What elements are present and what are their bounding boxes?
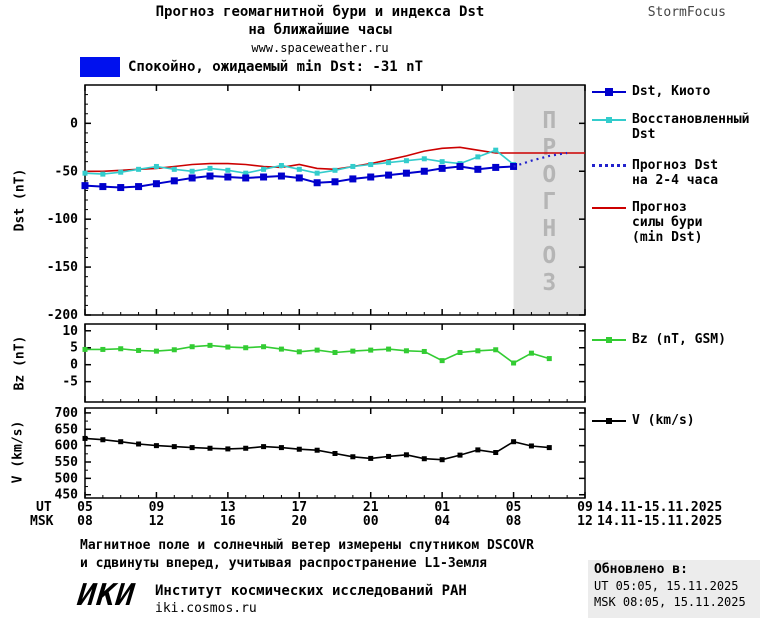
dst-axis-label: Dst (nT) bbox=[12, 168, 28, 232]
svg-text:Г: Г bbox=[542, 189, 556, 215]
svg-text:З: З bbox=[542, 270, 556, 296]
status-text: Спокойно, ожидаемый min Dst: -31 nT bbox=[128, 59, 424, 75]
restored-dst-swatch bbox=[592, 114, 626, 125]
legend-forecast-dst-label: Прогноз Dst на 2-4 часа bbox=[632, 158, 719, 188]
dst-kyoto-swatch bbox=[592, 86, 626, 97]
svg-text:600: 600 bbox=[55, 439, 79, 454]
bz-chart: 10 5 0 -5 bbox=[62, 323, 586, 403]
xaxis-tick: 12 bbox=[148, 514, 165, 529]
xaxis-tick: 05 bbox=[505, 500, 522, 515]
svg-text:П: П bbox=[542, 108, 556, 134]
svg-text:Н: Н bbox=[542, 216, 556, 242]
legend-forecast-storm: Прогноз силы бури (min Dst) bbox=[592, 200, 702, 245]
chart-legend: Dst, Киото Восстановленный Dst Прогноз D… bbox=[592, 80, 760, 500]
measurement-note: Магнитное поле и солнечный ветер измерен… bbox=[80, 538, 534, 571]
xaxis-tick: 04 bbox=[434, 514, 450, 529]
svg-text:О: О bbox=[542, 243, 556, 269]
xaxis-msk-row: MSK 14.11-15.11.2025 08 12 16 20 00 04 08 12 bbox=[0, 514, 760, 529]
ut-axis-label: UT bbox=[36, 500, 52, 515]
xaxis-tick: 21 bbox=[362, 500, 379, 515]
svg-text:-200: -200 bbox=[47, 308, 78, 320]
svg-text:5: 5 bbox=[70, 341, 78, 356]
iki-site-link[interactable]: iki.cosmos.ru bbox=[155, 601, 257, 616]
iki-logo: ИКИ bbox=[76, 578, 138, 613]
legend-restored-dst: Восстановленный Dst bbox=[592, 112, 749, 142]
svg-text:-150: -150 bbox=[47, 260, 78, 275]
updated-panel: Обновлено в: UT 05:05, 15.11.2025 MSK 08… bbox=[588, 560, 760, 618]
msk-date-range: 14.11-15.11.2025 bbox=[597, 514, 723, 529]
legend-dst-kyoto: Dst, Киото bbox=[592, 84, 710, 99]
svg-text:500: 500 bbox=[55, 471, 79, 486]
forecast-storm-swatch bbox=[592, 202, 626, 213]
bz-swatch bbox=[592, 334, 626, 345]
svg-text:-5: -5 bbox=[62, 375, 78, 390]
legend-bz: Bz (nT, GSM) bbox=[592, 332, 726, 347]
updated-ut: UT 05:05, 15.11.2025 bbox=[594, 579, 739, 593]
spaceweather-site-link[interactable]: www.spaceweather.ru bbox=[251, 41, 389, 55]
xaxis-tick: 17 bbox=[291, 500, 308, 515]
v-axis-label: V (km/s) bbox=[10, 420, 26, 484]
legend-forecast-storm-label: Прогноз силы бури (min Dst) bbox=[632, 200, 703, 245]
forecast-dst-swatch bbox=[592, 160, 626, 171]
xaxis-tick: 09 bbox=[577, 500, 593, 515]
legend-dst-kyoto-label: Dst, Киото bbox=[632, 84, 711, 99]
svg-text:0: 0 bbox=[70, 358, 78, 373]
svg-text:-100: -100 bbox=[47, 212, 78, 227]
legend-bz-label: Bz (nT, GSM) bbox=[632, 332, 726, 347]
xaxis-tick: 08 bbox=[505, 514, 522, 529]
xaxis-tick: 12 bbox=[577, 514, 593, 529]
updated-msk: MSK 08:05, 15.11.2025 bbox=[594, 595, 746, 609]
v-swatch bbox=[592, 415, 626, 426]
svg-text:10: 10 bbox=[62, 324, 78, 339]
page-header: Прогноз геомагнитной бури и индекса Dst … bbox=[60, 4, 580, 55]
xaxis-tick: 09 bbox=[148, 500, 165, 515]
storm-status-row: Спокойно, ожидаемый min Dst: -31 nT bbox=[80, 57, 423, 77]
legend-v-label: V (km/s) bbox=[632, 413, 695, 428]
svg-text:0: 0 bbox=[70, 116, 78, 131]
xaxis-ut-row: UT 14.11-15.11.2025 05 09 13 17 21 01 05 09 bbox=[0, 500, 760, 515]
svg-text:700: 700 bbox=[55, 406, 79, 421]
xaxis-tick: 01 bbox=[434, 500, 450, 515]
xaxis-tick: 08 bbox=[77, 514, 93, 529]
svg-text:О: О bbox=[542, 162, 556, 188]
updated-title: Обновлено в: bbox=[594, 562, 688, 577]
page-title-line2: на ближайшие часы bbox=[248, 22, 392, 38]
svg-text:-50: -50 bbox=[55, 164, 79, 179]
xaxis-tick: 16 bbox=[220, 514, 236, 529]
msk-axis-label: MSK bbox=[30, 514, 54, 529]
svg-text:550: 550 bbox=[55, 455, 79, 470]
brand-stormfocus: StormFocus bbox=[647, 5, 726, 20]
page-title-line1: Прогноз геомагнитной бури и индекса Dst bbox=[155, 4, 485, 20]
status-color-box bbox=[80, 57, 120, 77]
xaxis-tick: 00 bbox=[362, 514, 379, 529]
svg-text:650: 650 bbox=[55, 422, 79, 437]
legend-v: V (km/s) bbox=[592, 413, 695, 428]
xaxis-tick: 20 bbox=[291, 514, 308, 529]
xaxis-tick: 05 bbox=[77, 500, 93, 515]
ut-date-range: 14.11-15.11.2025 bbox=[597, 500, 723, 515]
xaxis-tick: 13 bbox=[220, 500, 236, 515]
svg-text:450: 450 bbox=[55, 488, 79, 500]
svg-text:Р: Р bbox=[542, 135, 556, 161]
legend-restored-dst-label: Восстановленный Dst bbox=[632, 112, 750, 142]
legend-forecast-dst: Прогноз Dst на 2-4 часа bbox=[592, 158, 718, 188]
bz-axis-label: Bz (nT) bbox=[12, 335, 28, 391]
institute-name: Институт космических исследований РАН bbox=[155, 583, 467, 599]
